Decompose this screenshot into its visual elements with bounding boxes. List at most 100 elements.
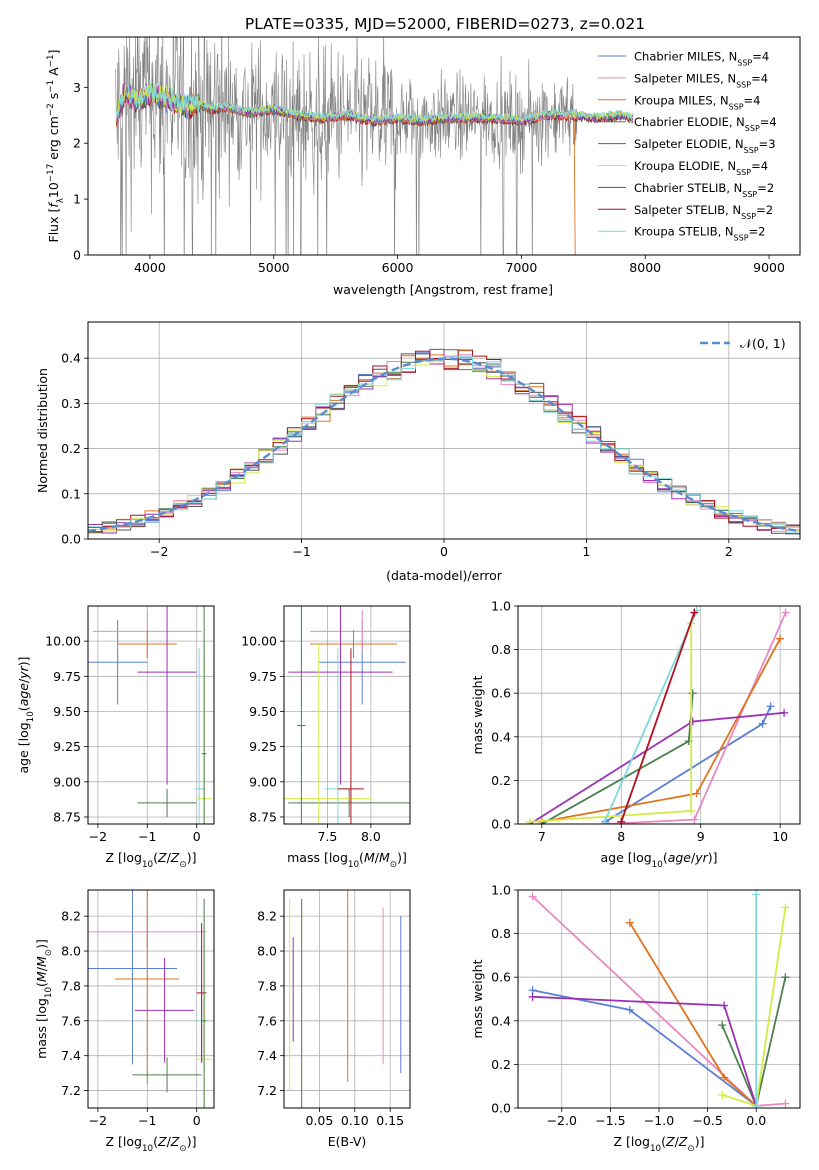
- axes-frame: [517, 605, 801, 825]
- legend-label: Salpeter MILES, NSSP=4: [634, 71, 768, 89]
- x-tick-label: 9: [697, 829, 705, 844]
- y-tick-label: 0.6: [491, 970, 511, 985]
- axes-frame: [87, 36, 801, 256]
- y-tick-label: 10.00: [45, 634, 81, 649]
- y-tick-label: 8.0: [61, 944, 81, 959]
- y-tick-label: 0.0: [491, 817, 511, 832]
- point-marker: [766, 702, 775, 711]
- y-tick-label: 9.50: [249, 704, 277, 719]
- histogram-salpeter_elodie: [88, 348, 800, 535]
- x-tick-label: 4000: [134, 260, 166, 275]
- point-marker: [625, 1005, 634, 1014]
- x-tick-label: 0.15: [376, 1113, 404, 1128]
- point-marker: [528, 992, 537, 1001]
- y-tick-label: 0: [73, 248, 81, 263]
- x-tick-label: 0.05: [305, 1113, 333, 1128]
- x-tick-label: 8: [617, 829, 625, 844]
- grid: [284, 890, 410, 1108]
- x-axis-label: (data-model)/error: [386, 568, 503, 583]
- x-tick-label: 9000: [753, 260, 785, 275]
- y-tick-label: 9.25: [53, 739, 81, 754]
- point-marker: [781, 608, 790, 617]
- x-tick-label: −1.0: [644, 1113, 674, 1128]
- y-tick-label: 0.0: [61, 532, 81, 547]
- chart-age_vs_mass: 7.5 8.0 8.75 9.00 9.25 9.50 9.75 10.00 mass [log…: [241, 605, 411, 870]
- point-marker: [718, 1021, 727, 1030]
- plot-area: [88, 348, 800, 535]
- plot-area: [525, 606, 790, 824]
- y-tick-label: 9.00: [249, 774, 277, 789]
- axes-frame: [283, 605, 411, 825]
- x-axis-label: E(B-V): [328, 1134, 367, 1149]
- x-axis-label: Z [log10(Z/Z⊙)]: [106, 1134, 197, 1154]
- y-tick-label: 8.75: [249, 809, 277, 824]
- point-marker: [688, 689, 697, 698]
- y-tick-label: 10.00: [241, 634, 277, 649]
- axes-frame: [283, 889, 411, 1109]
- x-tick-label: −2.0: [547, 1113, 577, 1128]
- y-tick-label: 9.50: [53, 704, 81, 719]
- x-tick-label: 0: [440, 544, 448, 559]
- plot-area: [88, 606, 212, 824]
- point-marker: [781, 903, 790, 912]
- axes-frame: [87, 605, 215, 825]
- y-tick-label: 0.4: [491, 729, 511, 744]
- chart-spectrum: 4000 5000 6000 7000 8000 9000 0 1 2 3 wavelength […: [46, 36, 801, 297]
- y-tick-label: 7.6: [257, 1013, 277, 1028]
- plot-area: [528, 890, 790, 1108]
- x-tick-label: −2: [89, 829, 107, 844]
- plot-area: [88, 890, 212, 1108]
- y-tick-label: 0.0: [491, 1101, 511, 1116]
- y-tick-label: 0.8: [491, 642, 511, 657]
- chart-age_vs_z: −2 −1 0 8.75 9.00 9.25 9.50 9.75 10.00 Z [log10(Z…: [16, 605, 215, 870]
- y-tick-label: 9.75: [249, 669, 277, 684]
- x-tick-label: 10: [772, 829, 788, 844]
- point-marker: [752, 1101, 761, 1108]
- y-tick-label: 7.4: [61, 1048, 81, 1063]
- x-tick-label: 0.10: [341, 1113, 369, 1128]
- y-tick-label: 1.0: [491, 599, 511, 614]
- point-marker: [780, 708, 789, 717]
- y-tick-label: 0.4: [491, 1013, 511, 1028]
- y-tick-label: 0.3: [61, 396, 81, 411]
- plot-area: [114, 37, 634, 255]
- y-tick-label: 7.8: [257, 978, 277, 993]
- point-marker: [720, 1073, 729, 1082]
- x-tick-label: −1: [292, 544, 310, 559]
- point-marker: [781, 973, 790, 982]
- plot-area: [284, 606, 410, 824]
- point-marker: [617, 817, 626, 824]
- point-marker: [525, 817, 534, 824]
- x-tick-label: 1: [582, 544, 590, 559]
- x-tick-label: −2: [89, 1113, 107, 1128]
- y-tick-label: 0.1: [61, 486, 81, 501]
- x-tick-label: 7.5: [318, 829, 338, 844]
- y-tick-label: 3: [73, 80, 81, 95]
- chart-mass_vs_ebv: 0.05 0.10 0.15 7.2 7.4 7.6 7.8 8.0 8.2 E(B-V): [257, 889, 411, 1149]
- y-axis-label: age [log10(age/yr)]: [16, 656, 36, 773]
- x-tick-label: 6000: [382, 260, 414, 275]
- plot-area: [289, 890, 402, 1108]
- chart-residuals: −2 −1 0 1 2 0.0 0.1 0.2 0.3 0.4 (data-model)/error…: [35, 321, 801, 583]
- y-tick-label: 9.00: [53, 774, 81, 789]
- x-tick-label: −2: [150, 544, 168, 559]
- x-tick-label: 7000: [505, 260, 537, 275]
- y-tick-label: 8.75: [53, 809, 81, 824]
- legend-label: Salpeter ELODIE, NSSP=3: [634, 137, 776, 155]
- y-axis-label: Normed distribution: [35, 368, 50, 493]
- y-tick-label: 7.8: [61, 978, 81, 993]
- legend-label: Chabrier STELIB, NSSP=2: [634, 181, 774, 199]
- y-tick-label: 0.4: [61, 351, 81, 366]
- y-tick-label: 2: [73, 136, 81, 151]
- y-tick-label: 9.75: [53, 669, 81, 684]
- y-tick-label: 1: [73, 192, 81, 207]
- point-marker: [688, 717, 697, 726]
- point-marker: [599, 820, 608, 824]
- y-axis-label: mass [log10(M/M⊙)]: [34, 939, 54, 1059]
- point-marker: [690, 815, 699, 824]
- point-marker: [690, 608, 699, 617]
- x-tick-label: 0.0: [746, 1113, 766, 1128]
- y-tick-label: 0.6: [491, 686, 511, 701]
- legend-label: Kroupa ELODIE, NSSP=4: [634, 159, 768, 177]
- y-tick-label: 0.8: [491, 926, 511, 941]
